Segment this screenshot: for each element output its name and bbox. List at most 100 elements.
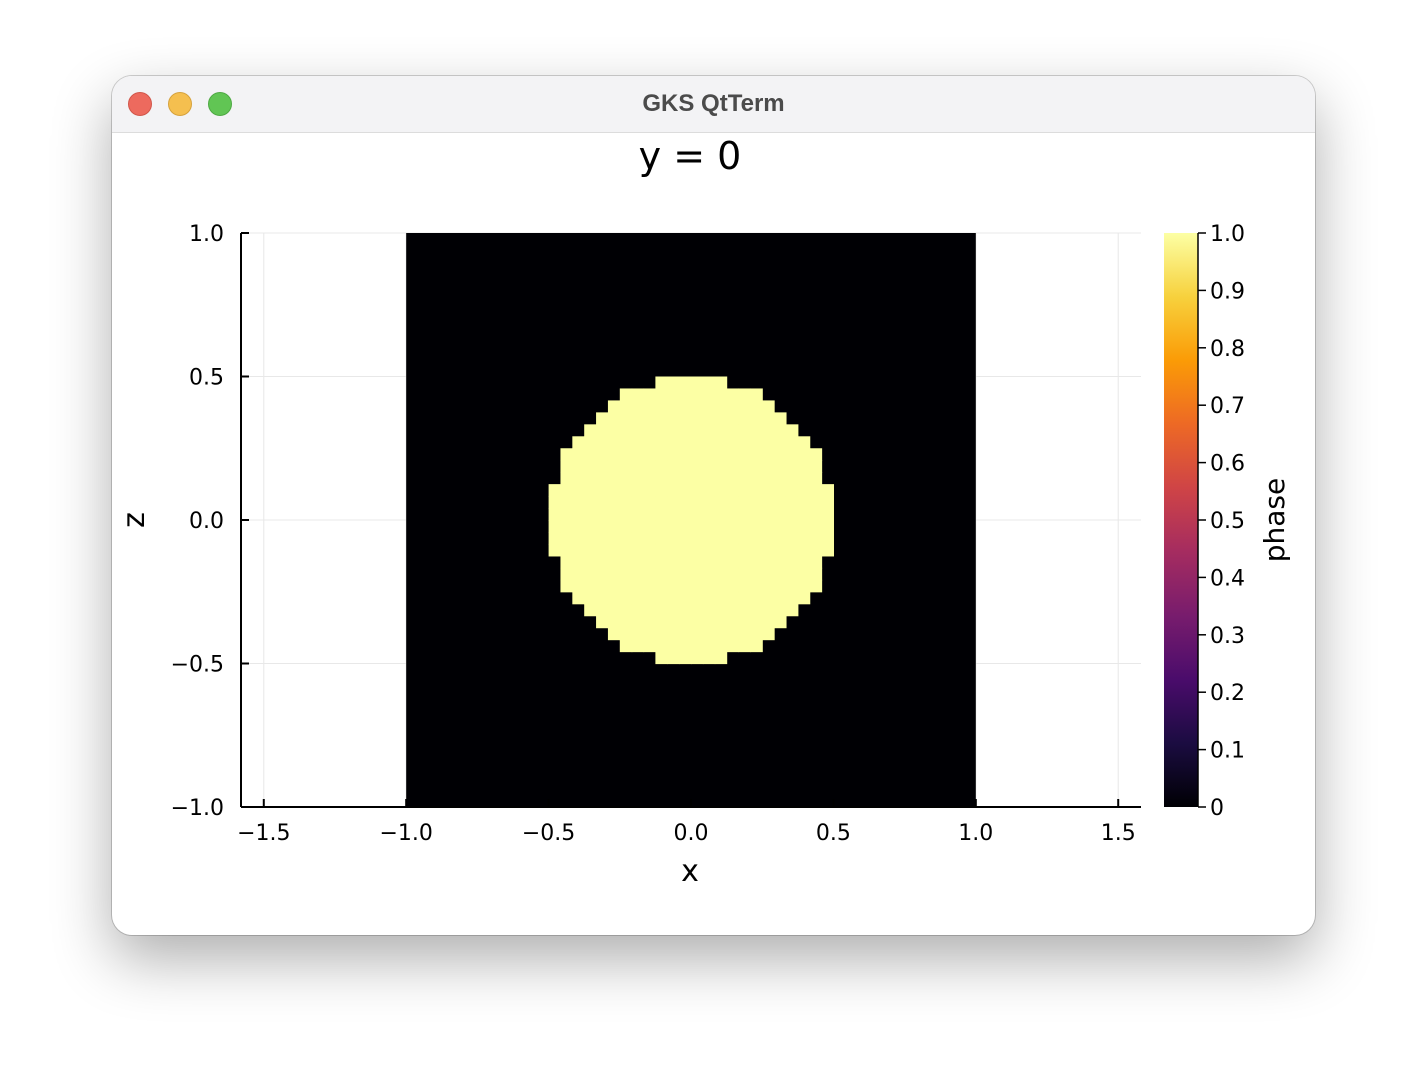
heatmap-cell [596,424,609,437]
heatmap-cell [619,508,633,521]
y-tick-label: 0.0 [189,509,224,534]
chart-title: y = 0 [639,134,742,178]
x-axis-label: x [681,854,699,889]
heatmap-cell [774,591,787,605]
heatmap-cell [607,591,621,605]
heatmap-cell [584,496,597,509]
heatmap-cell [750,591,763,605]
heatmap-cell [691,400,704,413]
maximize-window-button[interactable] [208,92,232,116]
heatmap-cell [560,460,573,473]
colorbar-tick-label: 0 [1210,796,1224,821]
heatmap-cell [667,555,680,569]
heatmap-cell [643,508,656,521]
heatmap-cell [584,579,597,593]
heatmap-cell [679,412,692,425]
heatmap-cell [702,627,716,641]
heatmap-cell [738,520,751,533]
heatmap-cell [596,579,609,593]
heatmap-cell [619,472,633,485]
heatmap-cell [643,484,656,497]
heatmap-cell [714,508,728,521]
heatmap-cell [726,508,740,521]
heatmap-cell [679,496,692,509]
heatmap-cell [785,579,799,593]
heatmap-cell [762,496,775,509]
heatmap-cell [762,460,775,473]
heatmap-cell [667,376,680,390]
heatmap-cell [655,520,668,533]
heatmap-cell [631,555,645,569]
heatmap-cell [691,603,704,617]
heatmap-cell [643,579,656,593]
heatmap-cell [691,472,704,485]
heatmap-cell [607,543,621,557]
heatmap-cell [643,591,656,605]
heatmap-cell [785,543,799,557]
heatmap-cell [702,531,716,545]
heatmap-cell [809,496,823,509]
heatmap-cell [619,484,633,497]
heatmap-cell [785,603,799,617]
heatmap-cell [785,496,799,509]
heatmap-cell [596,484,609,497]
heatmap-cell [631,520,645,533]
heatmap-cell [762,472,775,485]
heatmap-cell [667,460,680,473]
heatmap-cell [667,651,680,665]
heatmap-cell [643,412,656,425]
colorbar-gradient [1164,233,1198,807]
heatmap-cell [607,615,621,629]
heatmap-cell [797,531,811,545]
heatmap-cell [726,627,740,641]
heatmap-cell [679,627,692,641]
heatmap-cell [750,543,763,557]
heatmap-cell [774,436,787,449]
heatmap-cell [762,615,775,629]
heatmap-cell [809,460,823,473]
heatmap-cell [797,496,811,509]
y-tick-label: −0.5 [171,653,224,678]
heatmap-cell [691,508,704,521]
heatmap-cell [560,484,573,497]
colorbar-tick-label: 0.2 [1210,681,1245,706]
heatmap-cell [714,388,728,402]
heatmap-cell [667,448,680,461]
heatmap-cell [726,531,740,545]
heatmap-cell [607,603,621,617]
heatmap-cell [607,472,621,485]
heatmap-cell [667,424,680,437]
heatmap-cell [631,639,645,653]
heatmap-cell [714,472,728,485]
heatmap-cell [596,508,609,521]
heatmap-cell [762,412,775,425]
heatmap-cell [726,388,740,402]
colorbar-tick-label: 0.4 [1210,566,1245,591]
heatmap-cell [655,531,668,545]
heatmap-cell [667,567,680,581]
heatmap-cell [655,400,668,413]
heatmap-cell [714,555,728,569]
minimize-window-button[interactable] [168,92,192,116]
heatmap-cell [702,472,716,485]
heatmap-cell [607,400,621,413]
heatmap-cell [726,472,740,485]
heatmap-cell [785,508,799,521]
title-bar[interactable]: GKS QtTerm [112,76,1315,133]
heatmap-cell [785,555,799,569]
heatmap-cell [679,591,692,605]
heatmap-cell [702,591,716,605]
heatmap-cell [762,508,775,521]
heatmap-cell [596,448,609,461]
close-window-button[interactable] [128,92,152,116]
heatmap-cell [584,543,597,557]
heatmap-cell [679,460,692,473]
heatmap-cell [774,448,787,461]
heatmap-cell [619,460,633,473]
colorbar-tick-label: 0.5 [1210,509,1245,534]
heatmap-cell [714,400,728,413]
colorbar-tick-label: 0.3 [1210,624,1245,649]
heatmap-cell [714,436,728,449]
heatmap-cell [607,484,621,497]
heatmap-cell [631,543,645,557]
